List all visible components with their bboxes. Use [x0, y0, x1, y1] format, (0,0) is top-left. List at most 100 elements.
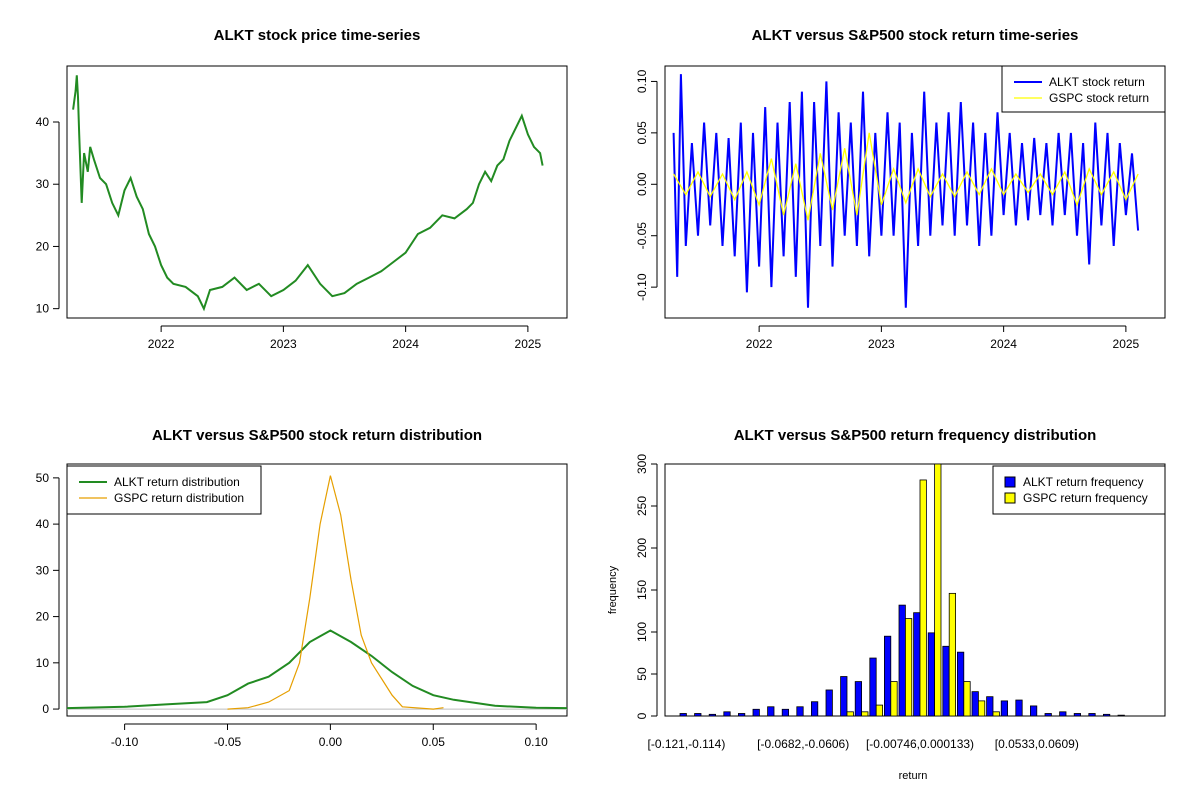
legend: ALKT stock return GSPC stock return [1001, 65, 1166, 113]
y-tick-label: 250 [635, 496, 649, 516]
chart-title: ALKT versus S&P500 return frequency dist… [734, 427, 1097, 444]
y-tick-label: 300 [635, 454, 649, 474]
bar-gspc [890, 681, 898, 717]
legend-box [992, 465, 1166, 515]
y-axis-title: frequency [607, 565, 619, 614]
bar-alkt [1103, 713, 1111, 717]
legend-entry: ALKT return frequency [1023, 475, 1144, 489]
series-line [672, 74, 1140, 308]
bars [679, 463, 1146, 717]
bar-alkt [1000, 700, 1009, 717]
x-axis: 2022 2023 2024 2025 [148, 325, 542, 351]
bar-alkt [1059, 711, 1067, 717]
bar-alkt [767, 706, 775, 717]
y-axis: 0 10 20 30 40 50 [36, 471, 60, 716]
x-tick-label: 2025 [1113, 337, 1140, 351]
bar-alkt [927, 632, 936, 717]
bar-alkt [986, 696, 994, 717]
y-axis: 0 50 100 150 200 250 300 [635, 454, 658, 719]
x-tick-label: 2022 [148, 337, 175, 351]
bar-alkt [1030, 705, 1038, 717]
y-axis: 10 20 30 40 [36, 115, 60, 316]
bar-gspc [905, 618, 913, 717]
series-line [227, 475, 444, 710]
y-tick-label: 30 [36, 177, 50, 191]
y-tick-label: 0 [635, 712, 649, 719]
bar-alkt [1044, 713, 1052, 717]
category-label: [-0.0682,-0.0606) [757, 737, 849, 751]
series-alkt [672, 74, 1140, 308]
chart-title: ALKT versus S&P500 stock return time-ser… [752, 27, 1079, 44]
bar-gspc [978, 700, 986, 717]
y-tick-label: 40 [36, 517, 50, 531]
y-axis: -0.10 -0.05 0.00 0.05 0.10 [635, 69, 658, 301]
y-tick-label: -0.05 [635, 222, 649, 250]
bar-alkt [1015, 699, 1023, 717]
legend-entry: GSPC return frequency [1023, 491, 1148, 505]
x-tick-label: 2022 [746, 337, 773, 351]
legend-entry: GSPC return distribution [114, 491, 244, 505]
panel-histogram: ALKT versus S&P500 return frequency dist… [607, 427, 1166, 782]
series-line [673, 132, 1139, 221]
legend-swatch [1004, 476, 1016, 488]
bar-alkt [1117, 714, 1125, 717]
series-line [67, 629, 567, 710]
bar-alkt [752, 708, 760, 717]
bar-alkt [913, 612, 921, 717]
panel-returns: ALKT versus S&P500 stock return time-ser… [635, 27, 1166, 351]
x-tick-label: 2025 [515, 337, 542, 351]
x-tick-label: 2023 [270, 337, 297, 351]
y-tick-label: 20 [36, 239, 50, 253]
bar-gspc [992, 711, 1000, 717]
y-tick-label: 50 [36, 471, 50, 485]
bar-alkt [694, 713, 702, 717]
bar-alkt [796, 706, 804, 717]
x-tick-label: 0.00 [319, 735, 343, 749]
legend: ALKT return frequency GSPC return frequen… [992, 465, 1166, 515]
legend-entry: ALKT return distribution [114, 475, 240, 489]
y-tick-label: 10 [36, 656, 50, 670]
chart-title: ALKT stock price time-series [214, 27, 421, 44]
y-tick-label: 50 [635, 667, 649, 681]
x-tick-label: 2024 [392, 337, 419, 351]
legend-box [66, 465, 262, 515]
legend-swatch [1004, 492, 1016, 504]
bar-gspc [846, 711, 854, 717]
y-tick-label: 40 [36, 115, 50, 129]
chart-title: ALKT versus S&P500 stock return distribu… [152, 427, 482, 444]
bar-gspc [934, 463, 942, 717]
x-tick-label: 2024 [990, 337, 1017, 351]
y-tick-label: -0.10 [635, 273, 649, 301]
y-tick-label: 200 [635, 538, 649, 558]
bar-alkt [840, 676, 848, 717]
plot-frame [664, 65, 1166, 319]
panel-density: ALKT versus S&P500 stock return distribu… [36, 427, 568, 749]
x-tick-label: -0.10 [111, 735, 139, 749]
panel-price: ALKT stock price time-series 10 20 30 40 2022… [36, 27, 568, 351]
legend: ALKT return distribution GSPC return dist… [66, 465, 262, 515]
y-tick-label: 100 [635, 622, 649, 642]
plot-frame [66, 463, 568, 717]
y-tick-label: 10 [36, 302, 50, 316]
x-tick-label: 0.10 [524, 735, 548, 749]
bar-alkt [781, 708, 790, 717]
bar-alkt [825, 689, 833, 717]
bar-gspc [875, 704, 884, 717]
bar-alkt [1088, 713, 1096, 717]
y-tick-label: 0 [42, 702, 49, 716]
bar-alkt [869, 657, 877, 717]
bar-gspc [963, 681, 971, 717]
x-tick-label: 0.05 [422, 735, 446, 749]
bar-alkt [708, 713, 717, 717]
x-tick-label: -0.05 [214, 735, 242, 749]
series-gspc [673, 132, 1139, 221]
plot-frame [66, 65, 568, 319]
bar-alkt [957, 651, 965, 717]
bar-gspc [948, 592, 957, 717]
bar-alkt [738, 713, 746, 717]
x-axis: -0.10 -0.05 0.00 0.05 0.10 [111, 723, 548, 749]
x-tick-label: 2023 [868, 337, 895, 351]
bar-alkt [811, 701, 819, 717]
y-tick-label: 150 [635, 580, 649, 600]
